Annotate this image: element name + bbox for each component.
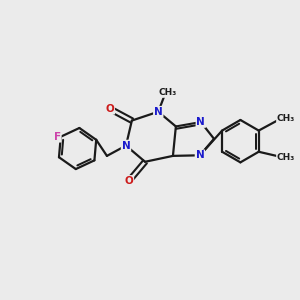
Text: CH₃: CH₃ <box>277 153 295 162</box>
Text: N: N <box>122 141 130 151</box>
Text: CH₃: CH₃ <box>277 114 295 123</box>
Text: N: N <box>196 117 205 127</box>
Text: O: O <box>124 176 133 186</box>
Text: CH₃: CH₃ <box>159 88 177 97</box>
Text: F: F <box>54 132 61 142</box>
Text: O: O <box>106 104 114 114</box>
Text: N: N <box>196 150 204 160</box>
Text: N: N <box>154 107 163 117</box>
